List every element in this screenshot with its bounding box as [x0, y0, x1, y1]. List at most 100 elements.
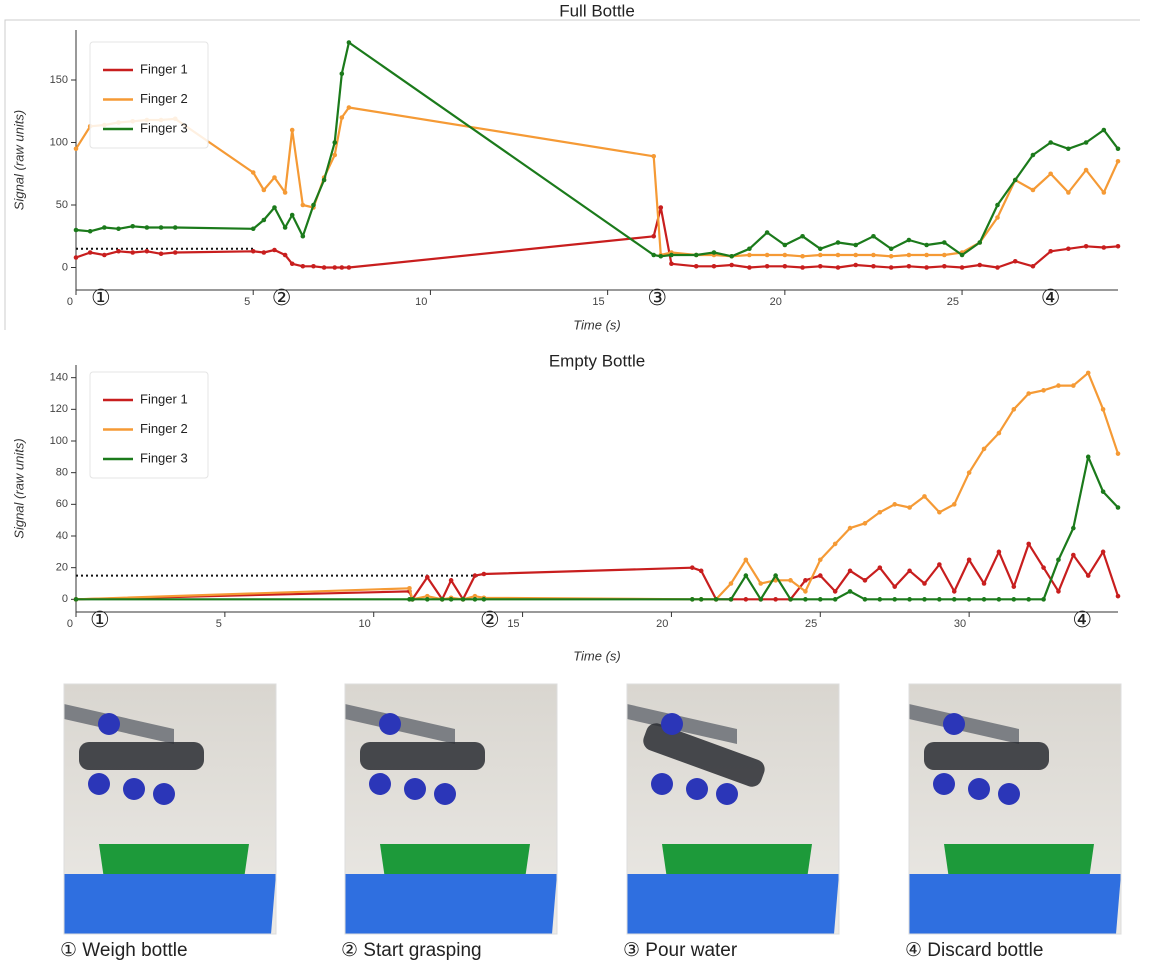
data-point	[1056, 557, 1061, 563]
data-point	[407, 585, 412, 591]
chart: Empty Bottle 0 20 40 60 80 100 120 140 0 5 10 15 20 25…	[11, 351, 1121, 663]
data-point	[877, 597, 883, 602]
data-point	[1041, 597, 1046, 602]
blue-bin	[627, 874, 839, 934]
data-point	[448, 597, 454, 602]
data-point	[658, 253, 664, 259]
data-point	[425, 593, 430, 599]
data-point	[102, 225, 107, 230]
data-point	[261, 187, 267, 193]
data-point	[1030, 263, 1036, 269]
data-point	[817, 597, 823, 602]
legend: Finger 1 Finger 2 Finger 3	[89, 371, 209, 479]
data-point	[922, 597, 927, 602]
data-point	[87, 250, 93, 255]
data-point	[888, 265, 894, 270]
data-point	[130, 223, 136, 229]
data-point	[942, 252, 947, 258]
data-point	[425, 574, 430, 580]
data-point	[773, 597, 778, 602]
y-tick-label: 50	[56, 199, 68, 211]
data-point	[1056, 383, 1061, 388]
data-point	[847, 568, 853, 574]
x-tick-label: 15	[507, 618, 519, 630]
bottle	[924, 742, 1049, 770]
bottle	[79, 742, 204, 770]
x-tick-label: 20	[656, 618, 668, 630]
data-point	[1030, 152, 1036, 158]
data-point	[906, 237, 912, 243]
data-point	[995, 215, 1000, 220]
data-point	[747, 252, 752, 258]
data-point	[728, 597, 734, 602]
y-tick-label: 0	[62, 261, 68, 273]
data-point	[959, 252, 965, 258]
x-tick-label: 15	[592, 296, 604, 308]
gripper-finger	[716, 783, 738, 805]
blue-bin	[64, 874, 276, 934]
data-point	[250, 248, 256, 254]
data-point	[73, 255, 79, 260]
data-point	[835, 252, 841, 258]
data-point	[73, 146, 79, 152]
data-point	[966, 597, 972, 602]
data-point	[995, 202, 1000, 208]
data-point	[250, 170, 256, 175]
data-point	[743, 557, 749, 563]
photo-caption: ② Start grasping	[341, 940, 482, 961]
phase-marker: ②	[272, 286, 292, 311]
data-point	[892, 584, 898, 589]
data-point	[981, 581, 987, 586]
data-point	[1011, 584, 1017, 589]
data-point	[729, 253, 734, 259]
data-point	[942, 240, 947, 245]
gripper-finger	[651, 773, 673, 795]
data-point	[888, 246, 894, 252]
data-point	[250, 226, 256, 232]
bottle	[643, 723, 765, 787]
data-point	[803, 597, 808, 602]
y-tick-label: 140	[50, 372, 68, 384]
legend-label: Finger 1	[140, 61, 188, 76]
data-point	[698, 597, 704, 602]
data-point	[87, 228, 93, 234]
data-point	[1030, 187, 1036, 193]
data-point	[1083, 243, 1089, 249]
data-point	[773, 573, 778, 578]
data-point	[102, 252, 107, 258]
data-point	[847, 589, 853, 594]
data-point	[1115, 146, 1121, 152]
data-point	[339, 265, 345, 270]
data-point	[877, 509, 883, 515]
data-point	[289, 127, 295, 133]
photo-frame	[344, 683, 558, 935]
data-point	[871, 252, 876, 258]
data-point	[743, 573, 749, 578]
data-point	[658, 205, 664, 210]
data-point	[1115, 593, 1121, 599]
photo-panel: ③ Pour water	[623, 683, 840, 961]
gripper-finger	[933, 773, 955, 795]
y-tick-label: 40	[56, 530, 68, 542]
data-point	[1101, 245, 1107, 250]
bottle	[360, 742, 485, 770]
data-point	[937, 562, 942, 567]
data-point	[907, 505, 912, 510]
data-point	[1115, 451, 1121, 456]
gripper-finger	[434, 783, 456, 805]
data-point	[1011, 407, 1017, 412]
phase-marker: ④	[1072, 608, 1092, 633]
data-point	[764, 263, 770, 269]
data-point	[300, 263, 306, 269]
data-point	[311, 202, 316, 208]
data-point	[472, 573, 478, 578]
chart-title: Empty Bottle	[549, 351, 645, 370]
data-point	[981, 446, 987, 452]
green-bin	[99, 844, 249, 879]
data-point	[172, 225, 178, 230]
data-point	[1071, 525, 1076, 531]
data-point	[835, 265, 841, 270]
data-point	[311, 263, 316, 269]
data-point	[1085, 573, 1091, 578]
data-point	[924, 265, 929, 270]
